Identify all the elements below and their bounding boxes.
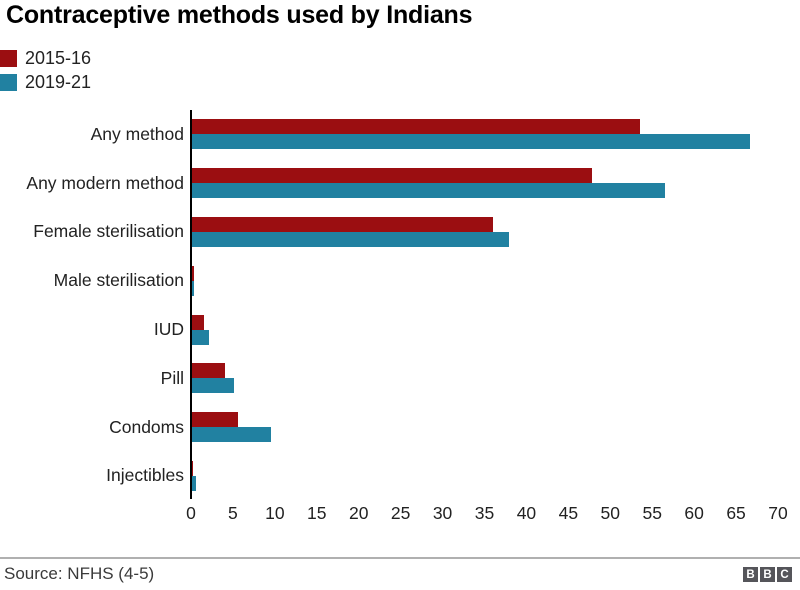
chart-title: Contraceptive methods used by Indians [6,1,473,29]
legend-label: 2019-21 [25,71,92,92]
bar-group: Condoms [0,403,778,452]
category-label: Any modern method [26,172,184,193]
category-label: Any method [90,123,184,144]
bbc-logo-letter: B [760,567,775,582]
category-label: Female sterilisation [33,221,184,242]
x-tick-label: 5 [228,503,238,523]
bar-pair [191,363,778,394]
bar-group: Any modern method [0,159,778,208]
bar-2015-16 [191,119,640,135]
legend-item-2015-16: 2015-16 [0,46,91,70]
x-tick-label: 30 [432,503,453,523]
category-label: Injectibles [106,465,184,486]
source-credit: Source: NFHS (4-5) [4,564,155,583]
footer-divider [0,557,800,559]
legend-swatch-2019-21 [0,73,17,91]
legend-swatch-2015-16 [0,49,17,67]
bar-pair [191,314,778,345]
category-label: IUD [153,319,184,340]
x-tick-label: 55 [642,503,662,523]
bar-group: Female sterilisation [0,208,778,257]
bar-pair [191,119,778,150]
category-label: Male sterilisation [53,270,184,291]
bar-pair [191,216,778,247]
bar-2019-21 [191,378,234,394]
x-tick-label: 65 [726,503,746,523]
x-tick-label: 0 [186,503,196,523]
bar-2019-21 [191,427,271,443]
bar-2019-21 [191,329,209,345]
bar-group: Injectibles [0,452,778,501]
bar-2015-16 [191,412,238,428]
bar-chart: Any method Any modern method Female steril… [0,110,778,500]
bar-2015-16 [191,168,592,184]
x-tick-label: 40 [516,503,537,523]
x-tick-label: 60 [684,503,704,523]
bar-group: Any method [0,110,778,159]
legend-item-2019-21: 2019-21 [0,70,91,94]
x-axis-tick-labels: 0 5 10 15 20 25 30 35 40 45 50 55 60 65 70 [186,503,788,525]
bar-2019-21 [191,134,751,150]
bar-2015-16 [191,265,194,281]
bar-group: Pill [0,354,778,403]
bar-pair [191,168,778,199]
x-tick-label: 20 [348,503,369,523]
x-tick-label: 50 [600,503,621,523]
bar-group: Male sterilisation [0,256,778,305]
x-tick-label: 70 [768,503,788,523]
bar-2019-21 [191,280,194,296]
bar-2015-16 [191,363,226,379]
legend: 2015-16 2019-21 [0,46,91,94]
bar-2019-21 [191,231,509,247]
x-tick-label: 35 [474,503,495,523]
legend-label: 2015-16 [25,47,92,68]
category-label: Condoms [109,416,184,437]
bar-2019-21 [191,183,665,199]
bar-pair [191,412,778,443]
bar-group: IUD [0,305,778,354]
bbc-logo-letter: B [743,567,758,582]
category-label: Pill [160,367,184,388]
bar-2015-16 [191,216,493,232]
x-tick-label: 15 [307,503,327,523]
bar-pair [191,265,778,296]
x-tick-label: 25 [390,503,411,523]
x-tick-label: 10 [265,503,285,523]
bar-2019-21 [191,475,197,491]
y-axis-line [190,110,192,499]
bar-2015-16 [191,314,204,330]
bar-pair [191,460,778,491]
x-tick-label: 45 [558,503,579,523]
bbc-logo-letter: C [777,567,792,582]
